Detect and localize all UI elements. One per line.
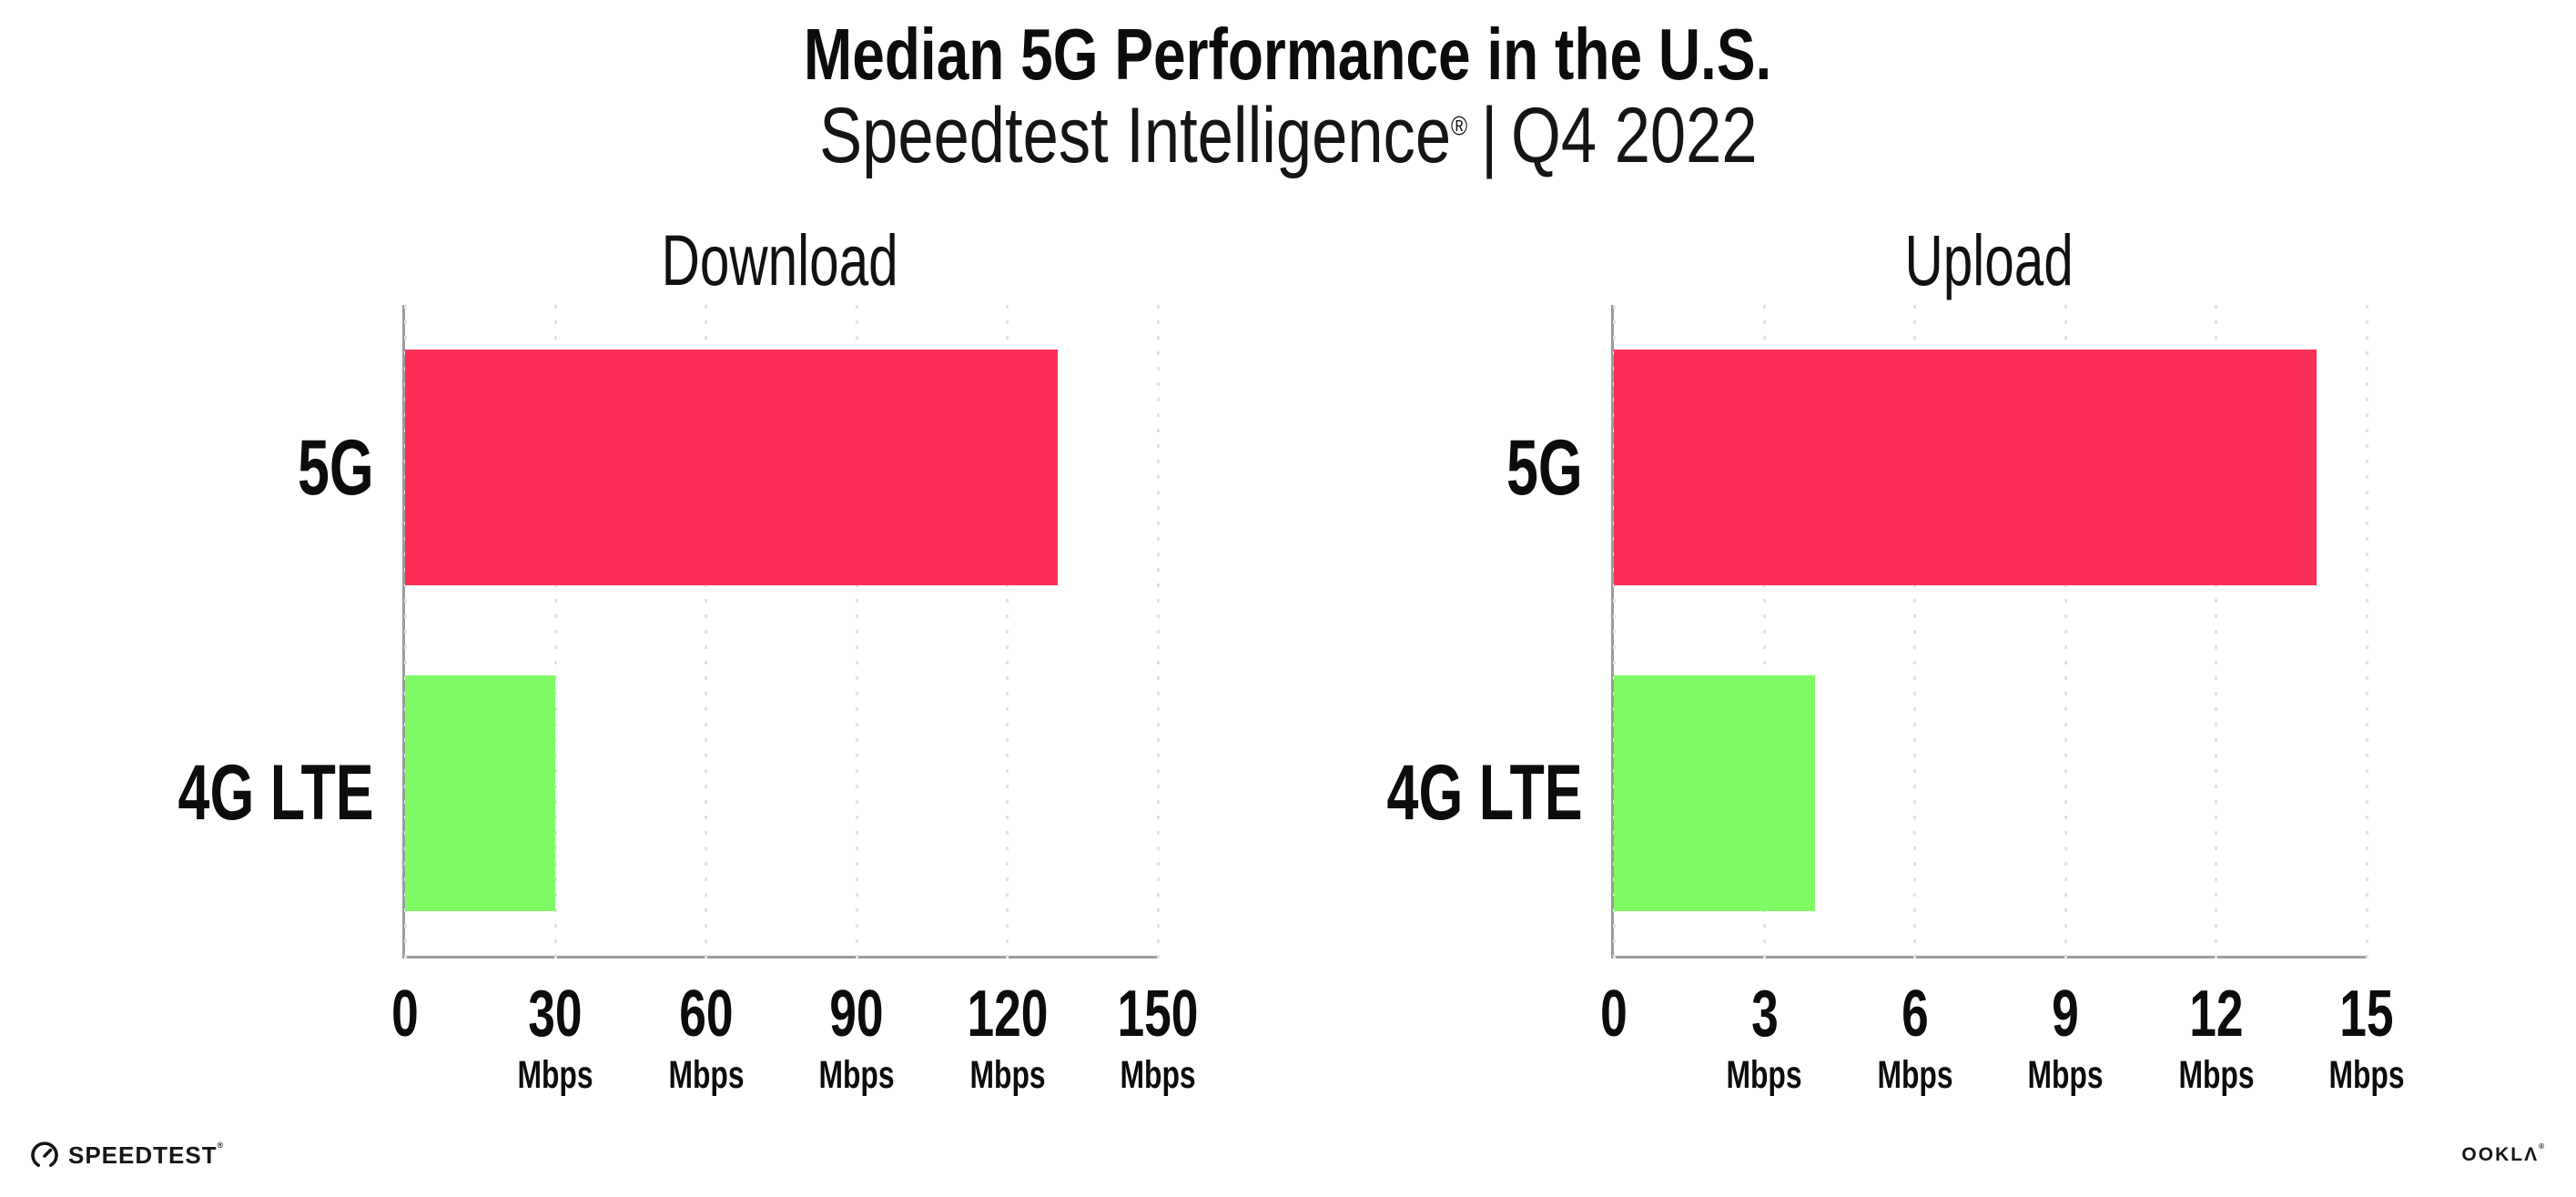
tick-unit-label: Mbps bbox=[2316, 1056, 2418, 1095]
tick-label-text: 0 bbox=[1600, 978, 1628, 1050]
ookla-logo: OOKLΛ® bbox=[2461, 1142, 2546, 1165]
tick-label: 15 bbox=[2316, 981, 2418, 1047]
tick-unit-text: Mbps bbox=[2178, 1053, 2255, 1097]
tick-label-text: 150 bbox=[1117, 978, 1199, 1050]
tick-label-text: 60 bbox=[679, 978, 734, 1050]
category-label-5g: 5G bbox=[1037, 429, 1583, 507]
tick-label: 12 bbox=[2165, 981, 2267, 1047]
page-title: Median 5G Performance in the U.S. bbox=[0, 15, 2576, 95]
page-subtitle-text: Speedtest Intelligence® | Q4 2022 bbox=[819, 93, 1757, 179]
tick-unit-text: Mbps bbox=[818, 1053, 895, 1097]
tick-label-text: 9 bbox=[2052, 978, 2079, 1050]
tick-label: 150 bbox=[1103, 981, 1212, 1047]
ookla-wordmark-text: OOKLΛ bbox=[2461, 1144, 2540, 1165]
tick-label-text: 120 bbox=[967, 978, 1049, 1050]
x-axis-tick: 30 Mbps bbox=[504, 981, 606, 1095]
tick-unit-label: Mbps bbox=[953, 1056, 1062, 1095]
registered-mark: ® bbox=[1450, 111, 1467, 142]
tick-unit-text: Mbps bbox=[668, 1053, 745, 1097]
subtitle-period: Q4 2022 bbox=[1510, 92, 1758, 179]
upload-plot-area: 0 3 Mbps 6 Mbps 9 Mbps 12 Mbps 15 Mbps 5G 4G LTE bbox=[1387, 305, 2405, 1095]
tick-label: 60 bbox=[655, 981, 757, 1047]
gridline bbox=[1156, 305, 1160, 969]
tick-unit-text: Mbps bbox=[1877, 1053, 1953, 1097]
category-label-4g-lte: 4G LTE bbox=[0, 754, 374, 832]
tick-unit-label: Mbps bbox=[2165, 1056, 2267, 1095]
ookla-registered-mark: ® bbox=[2539, 1142, 2546, 1151]
tick-unit-label: Mbps bbox=[2014, 1056, 2116, 1095]
subtitle-brand: Speedtest Intelligence bbox=[818, 92, 1451, 179]
tick-label-text: 0 bbox=[391, 978, 419, 1050]
x-axis-tick: 15 Mbps bbox=[2316, 981, 2418, 1095]
speedtest-registered-mark: ® bbox=[217, 1141, 225, 1150]
x-axis-tick: 90 Mbps bbox=[806, 981, 908, 1095]
category-label-text-4g-lte: 4G LTE bbox=[177, 749, 374, 837]
x-axis-tick: 0 bbox=[1596, 981, 1632, 1095]
x-axis-tick: 150 Mbps bbox=[1103, 981, 1212, 1095]
bar-4g-lte bbox=[405, 675, 556, 911]
bar-5g bbox=[405, 350, 1058, 586]
gridline bbox=[2365, 305, 2368, 969]
tick-unit-text: Mbps bbox=[517, 1053, 593, 1097]
tick-unit-label: Mbps bbox=[1864, 1056, 1966, 1095]
tick-label: 6 bbox=[1864, 981, 1966, 1047]
x-axis-tick: 9 Mbps bbox=[2014, 981, 2116, 1095]
upload-chart-title: Upload bbox=[1611, 224, 2367, 296]
tick-label-text: 12 bbox=[2188, 978, 2244, 1050]
category-label-text-5g: 5G bbox=[1506, 423, 1583, 512]
tick-label: 90 bbox=[806, 981, 908, 1047]
tick-unit-label: Mbps bbox=[806, 1056, 908, 1095]
tick-label-text: 6 bbox=[1901, 978, 1929, 1050]
tick-unit-label bbox=[387, 1056, 423, 1095]
tick-unit-text: Mbps bbox=[1726, 1053, 1802, 1097]
download-chart-title: Download bbox=[402, 224, 1158, 296]
tick-unit-label bbox=[1596, 1056, 1632, 1095]
download-plot-area: 0 30 Mbps 60 Mbps 90 Mbps 120 Mbps 150 Mbps 5G 4G LT… bbox=[178, 305, 1198, 1095]
tick-label: 3 bbox=[1713, 981, 1815, 1047]
x-axis-tick: 12 Mbps bbox=[2165, 981, 2267, 1095]
tick-label-text: 30 bbox=[528, 978, 583, 1050]
tick-label: 0 bbox=[1596, 981, 1632, 1047]
gauge-icon bbox=[31, 1141, 58, 1167]
tick-label-text: 90 bbox=[829, 978, 884, 1050]
category-label-5g: 5G bbox=[0, 429, 374, 507]
x-axis-tick: 0 bbox=[387, 981, 423, 1095]
x-axis-tick: 60 Mbps bbox=[655, 981, 757, 1095]
download-chart-title-text: Download bbox=[662, 219, 898, 300]
tick-label: 9 bbox=[2014, 981, 2116, 1047]
speedtest-wordmark: SPEEDTEST® bbox=[68, 1141, 225, 1169]
tick-label: 120 bbox=[953, 981, 1062, 1047]
tick-unit-label: Mbps bbox=[655, 1056, 757, 1095]
speedtest-logo: SPEEDTEST® bbox=[31, 1141, 224, 1169]
tick-unit-text: Mbps bbox=[2328, 1053, 2405, 1097]
page-title-text: Median 5G Performance in the U.S. bbox=[804, 14, 1772, 95]
tick-unit-label: Mbps bbox=[1103, 1056, 1212, 1095]
subtitle-separator: | bbox=[1480, 92, 1497, 179]
bar-5g bbox=[1614, 350, 2317, 586]
speedtest-wordmark-text: SPEEDTEST bbox=[68, 1141, 218, 1169]
tick-unit-label: Mbps bbox=[1713, 1056, 1815, 1095]
category-label-text-4g-lte: 4G LTE bbox=[1386, 749, 1583, 837]
tick-label: 30 bbox=[504, 981, 606, 1047]
tick-label-text: 3 bbox=[1750, 978, 1779, 1050]
tick-unit-text: Mbps bbox=[969, 1053, 1046, 1097]
bar-4g-lte bbox=[1614, 675, 1815, 911]
tick-unit-text: Mbps bbox=[2027, 1053, 2104, 1097]
x-axis-tick: 3 Mbps bbox=[1713, 981, 1815, 1095]
category-label-4g-lte: 4G LTE bbox=[1037, 754, 1583, 832]
x-axis-tick: 6 Mbps bbox=[1864, 981, 1966, 1095]
page-subtitle: Speedtest Intelligence® | Q4 2022 bbox=[0, 93, 2576, 179]
tick-label: 0 bbox=[387, 981, 423, 1047]
tick-unit-label: Mbps bbox=[504, 1056, 606, 1095]
upload-chart-title-text: Upload bbox=[1904, 219, 2074, 300]
tick-unit-text: Mbps bbox=[1120, 1053, 1196, 1097]
x-axis-tick: 120 Mbps bbox=[953, 981, 1062, 1095]
category-label-text-5g: 5G bbox=[298, 423, 374, 512]
tick-label-text: 15 bbox=[2339, 978, 2394, 1050]
